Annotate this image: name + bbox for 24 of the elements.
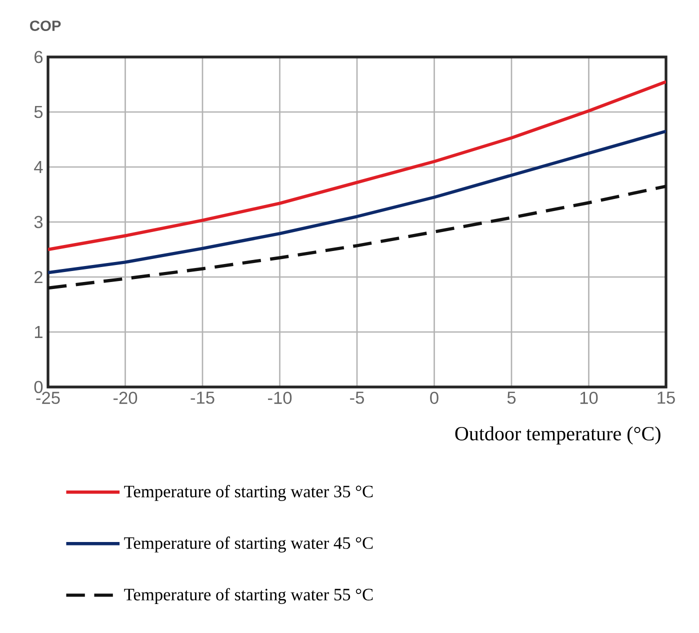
x-tick-label: 10 <box>580 392 598 404</box>
x-tick-label: -20 <box>114 392 138 404</box>
line-series <box>48 184 666 290</box>
legend-label: Temperature of starting water 35 °C <box>124 484 373 501</box>
x-tick-label: -15 <box>190 392 214 404</box>
x-axis-title: Outdoor temperature (°C) <box>455 426 660 445</box>
legend-label: Temperature of starting water 45 °C <box>124 536 373 552</box>
y-tick-label: 6 <box>34 50 43 64</box>
y-tick-label: 3 <box>34 216 43 228</box>
y-tick-label: 1 <box>34 326 42 338</box>
y-tick-label: 5 <box>34 106 43 118</box>
y-tick-label: 4 <box>34 161 43 173</box>
x-tick-label: -25 <box>36 392 60 404</box>
x-tick-label: -5 <box>350 392 364 404</box>
x-tick-label: 0 <box>430 392 438 404</box>
x-tick-label: -10 <box>268 392 292 404</box>
y-axis-title: COP <box>30 20 61 31</box>
x-tick-label: 5 <box>507 392 516 404</box>
y-tick-label: 2 <box>34 270 42 284</box>
x-tick-label: 15 <box>658 392 675 404</box>
y-tick-label: 0 <box>34 380 43 394</box>
line-series <box>48 80 666 252</box>
legend-label: Temperature of starting water 55 °C <box>124 588 373 604</box>
line-series <box>48 130 666 274</box>
